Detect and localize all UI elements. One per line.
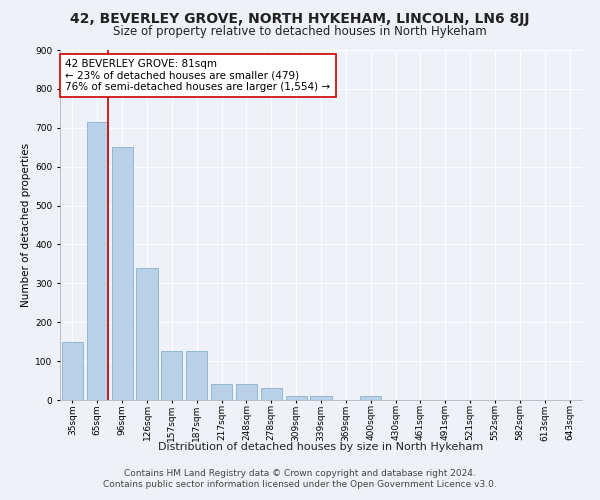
Bar [161, 352, 182, 400]
Bar [236, 384, 257, 400]
Text: Size of property relative to detached houses in North Hykeham: Size of property relative to detached ho… [113, 25, 487, 38]
Text: Distribution of detached houses by size in North Hykeham: Distribution of detached houses by size … [158, 442, 484, 452]
Bar [112, 147, 133, 400]
Text: Contains public sector information licensed under the Open Government Licence v3: Contains public sector information licen… [103, 480, 497, 489]
Text: 42, BEVERLEY GROVE, NORTH HYKEHAM, LINCOLN, LN6 8JJ: 42, BEVERLEY GROVE, NORTH HYKEHAM, LINCO… [70, 12, 530, 26]
Bar [310, 396, 332, 400]
Bar [136, 268, 158, 400]
Text: Contains HM Land Registry data © Crown copyright and database right 2024.: Contains HM Land Registry data © Crown c… [124, 468, 476, 477]
Text: 42 BEVERLEY GROVE: 81sqm
← 23% of detached houses are smaller (479)
76% of semi-: 42 BEVERLEY GROVE: 81sqm ← 23% of detach… [65, 59, 331, 92]
Bar [186, 352, 207, 400]
Bar [211, 384, 232, 400]
Bar [360, 396, 381, 400]
Bar [286, 396, 307, 400]
Y-axis label: Number of detached properties: Number of detached properties [21, 143, 31, 307]
Bar [261, 388, 282, 400]
Bar [62, 342, 83, 400]
Bar [87, 122, 108, 400]
